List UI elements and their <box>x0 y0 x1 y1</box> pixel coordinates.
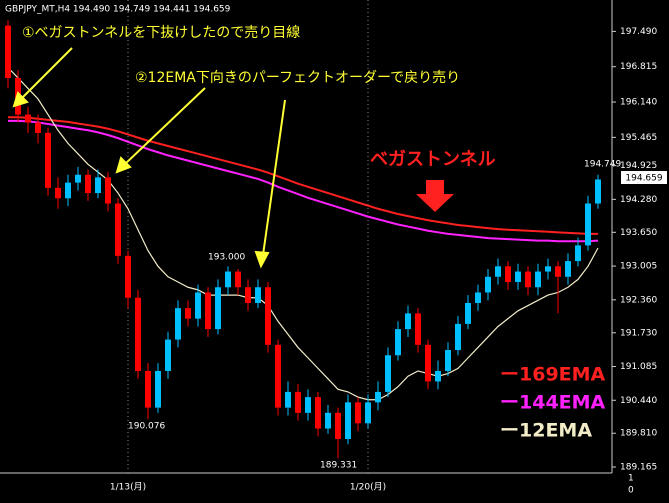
candle-body <box>5 25 11 78</box>
candle-body <box>35 122 41 133</box>
candle-body <box>265 287 271 345</box>
x-tick-label: 1/13(月) <box>110 482 146 493</box>
y-tick-label: 189.165 <box>620 462 657 472</box>
candle-body <box>235 271 241 288</box>
candle-body <box>315 397 321 429</box>
candle-body <box>225 271 231 288</box>
candle-body <box>215 287 221 330</box>
y-tick-label: 189.810 <box>620 429 657 439</box>
candle-body <box>385 355 391 392</box>
candle-body <box>75 174 81 183</box>
candle-body <box>595 179 601 204</box>
candle-body <box>415 313 421 345</box>
price-label: 193.000 <box>208 253 245 263</box>
candle-body <box>285 391 291 408</box>
y-tick-label: 193.005 <box>620 262 657 272</box>
candle-body <box>445 350 451 371</box>
candle-body <box>135 297 141 371</box>
candle-body <box>435 370 441 382</box>
corner: 1 <box>628 474 634 484</box>
candle-body <box>515 271 521 283</box>
ema-line <box>8 116 598 235</box>
arrows <box>12 47 286 269</box>
candle-body <box>95 177 101 194</box>
y-tick-label: 192.360 <box>620 295 657 305</box>
candle-body <box>155 370 161 408</box>
y-tick-label: 195.465 <box>620 133 657 143</box>
legend-entry: ー12EMA <box>500 420 592 442</box>
candle-body <box>365 402 371 424</box>
candle-body <box>495 266 501 277</box>
last-price-box <box>621 171 667 184</box>
candle-body <box>335 412 341 439</box>
candle-body <box>345 402 351 439</box>
candle-body <box>525 271 531 288</box>
candle-body <box>485 276 491 293</box>
candle-body <box>185 308 191 319</box>
candle-body <box>205 292 211 330</box>
price-label: 190.076 <box>128 422 165 432</box>
candle-body <box>125 255 131 298</box>
candle-body <box>395 329 401 356</box>
y-tick-label: 191.730 <box>620 328 657 338</box>
candle-body <box>115 203 121 256</box>
candle-body <box>565 261 571 277</box>
x-tick-label: 1/20(月) <box>350 482 386 493</box>
candle-body <box>545 266 551 272</box>
price-label: 189.331 <box>320 461 357 471</box>
y-tick-label: 196.140 <box>620 98 657 108</box>
y-tick-label: 194.280 <box>620 195 657 205</box>
last-price: 194.659 <box>625 174 662 184</box>
candle-body <box>555 266 561 277</box>
candle-body <box>585 203 591 246</box>
candle-body <box>45 132 51 188</box>
candle-body <box>255 287 261 303</box>
candle-body <box>105 177 111 204</box>
candle-body <box>375 391 381 403</box>
candle-body <box>25 114 31 123</box>
candle-body <box>505 266 511 283</box>
y-tick-label: 190.440 <box>620 396 657 406</box>
header: GBPJPY_MT,H4 194.490 194.749 194.441 194… <box>5 5 231 15</box>
candle-body <box>145 370 151 408</box>
candle-body <box>355 402 361 424</box>
candle-body <box>275 344 281 408</box>
corner: 0 <box>628 486 634 496</box>
y-tick-label: 193.650 <box>620 228 657 238</box>
tunnel-arrow <box>416 180 454 212</box>
candle-body <box>65 182 71 199</box>
ema-line <box>8 119 599 243</box>
candle-body <box>175 308 181 340</box>
note: ②12EMA下向きのパーフェクトオーダーで戻り売り <box>135 70 460 86</box>
legend-entry: ー169EMA <box>500 364 606 386</box>
candle-body <box>535 271 541 288</box>
y-tick-label: 196.815 <box>620 62 657 72</box>
candle-body <box>425 344 431 382</box>
legend-entry: ー144EMA <box>500 392 606 414</box>
candle-body <box>245 287 251 303</box>
candle-body <box>455 323 461 351</box>
candle-body <box>575 245 581 262</box>
candle-body <box>85 174 91 194</box>
candle-body <box>55 187 61 199</box>
candle-body <box>305 397 311 413</box>
candle-body <box>195 292 201 319</box>
note: ①ベガストンネルを下抜けしたので売り目線 <box>22 25 300 41</box>
y-tick-label: 197.490 <box>620 27 657 37</box>
tunnel-label: ベガストンネル <box>370 149 496 170</box>
candle-body <box>405 313 411 330</box>
candle-body <box>465 302 471 324</box>
candle-body <box>295 391 301 413</box>
candle-body <box>165 339 171 371</box>
last-high: 194.749 <box>584 160 621 170</box>
candle-body <box>475 292 481 303</box>
y-tick-label: 191.085 <box>620 362 657 372</box>
y-tick-label: 194.925 <box>620 161 657 171</box>
candle-body <box>325 412 331 429</box>
